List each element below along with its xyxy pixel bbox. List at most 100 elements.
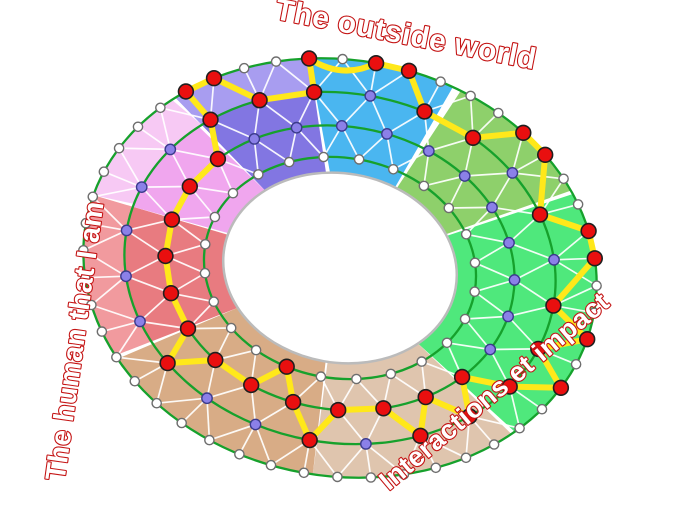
- white-node: [465, 90, 476, 102]
- mesh-edge: [82, 249, 127, 277]
- purple-node: [359, 437, 372, 450]
- purple-node: [135, 181, 148, 194]
- white-node: [443, 202, 455, 214]
- red-step-node: [305, 83, 323, 101]
- mesh-edge: [341, 125, 360, 160]
- white-node: [227, 187, 239, 199]
- mesh-edge: [253, 138, 260, 175]
- purple-node: [249, 418, 262, 431]
- mesh-edge: [119, 147, 171, 151]
- red-step-node: [181, 178, 199, 195]
- mesh-edge: [116, 356, 168, 364]
- mesh-edge: [512, 172, 564, 180]
- white-node: [204, 434, 215, 446]
- white-node: [265, 459, 277, 471]
- red-step-node: [162, 285, 180, 302]
- white-node: [79, 272, 91, 284]
- red-step-node: [284, 393, 302, 411]
- mesh-edge: [181, 397, 208, 424]
- red-step-node: [461, 408, 478, 425]
- mesh-edge: [322, 125, 343, 158]
- white-node: [591, 280, 602, 292]
- mesh-edge: [101, 320, 141, 333]
- red-step-node: [367, 54, 385, 72]
- donut-hole: [221, 171, 459, 365]
- purple-node: [380, 127, 393, 140]
- red-step-node: [157, 247, 174, 265]
- red-step-node: [400, 62, 418, 80]
- hole-ellipse: [221, 171, 459, 365]
- red-step-node: [578, 331, 596, 348]
- white-node: [199, 238, 211, 250]
- purple-node: [508, 274, 521, 286]
- mesh-edge: [448, 175, 466, 209]
- purple-node: [458, 170, 471, 182]
- white-node: [155, 102, 166, 114]
- red-step-node: [375, 400, 392, 417]
- white-node: [353, 154, 365, 165]
- purple-node: [335, 120, 348, 132]
- mesh-edge: [91, 304, 141, 323]
- mesh-edge: [209, 423, 256, 441]
- mesh-edge: [466, 233, 510, 244]
- white-node: [469, 257, 481, 269]
- red-step-node: [300, 50, 318, 67]
- red-step-node: [205, 69, 223, 87]
- white-node: [318, 151, 329, 163]
- white-node: [238, 62, 250, 74]
- white-node: [572, 199, 584, 210]
- sector-salmon-red-outer: [83, 195, 152, 356]
- mesh-edge: [465, 315, 509, 320]
- red-step-node: [530, 340, 547, 358]
- mesh-edge: [85, 222, 127, 232]
- mesh-edge: [83, 229, 127, 252]
- purple-node: [248, 132, 261, 145]
- red-step-node: [177, 83, 195, 100]
- mesh-edge: [508, 242, 555, 261]
- purple-node: [164, 143, 177, 156]
- mesh-edge: [85, 275, 127, 279]
- white-node: [225, 322, 237, 334]
- white-node: [337, 53, 348, 65]
- red-step-node: [552, 379, 570, 396]
- white-node: [514, 422, 525, 434]
- mesh-edge: [464, 318, 491, 351]
- mesh-edge: [341, 58, 371, 97]
- white-node: [111, 351, 122, 363]
- mesh-edge: [420, 435, 467, 459]
- mesh-edge: [118, 147, 143, 188]
- white-node: [441, 337, 453, 349]
- mesh-edge: [491, 172, 514, 208]
- white-node: [459, 313, 471, 325]
- mesh-edge: [160, 106, 211, 121]
- purple-node: [290, 121, 303, 134]
- white-node: [151, 397, 162, 409]
- white-node: [488, 439, 500, 450]
- red-step-node: [417, 388, 434, 406]
- purple-node: [201, 392, 213, 405]
- mesh-edge: [103, 170, 143, 188]
- mesh-edge: [448, 206, 493, 209]
- red-step-node: [501, 378, 518, 395]
- purple-node: [502, 310, 514, 323]
- red-step-node: [580, 222, 597, 240]
- mesh-edge: [159, 107, 172, 150]
- mesh-edge: [392, 150, 430, 171]
- mesh-edge: [156, 397, 208, 405]
- mesh-edge: [92, 196, 128, 232]
- mesh-edge: [474, 242, 510, 264]
- red-step-node: [416, 103, 433, 120]
- white-node: [387, 163, 399, 175]
- mesh-edge: [253, 138, 290, 163]
- white-node: [315, 371, 327, 382]
- purple-node: [548, 253, 560, 266]
- mesh-edge: [446, 341, 491, 351]
- purple-node: [503, 236, 515, 249]
- white-node: [416, 356, 428, 367]
- sector-salmon-red-inner: [124, 206, 238, 342]
- mesh-edge: [206, 398, 211, 441]
- red-step-node: [330, 401, 347, 419]
- mesh-edge: [92, 186, 142, 198]
